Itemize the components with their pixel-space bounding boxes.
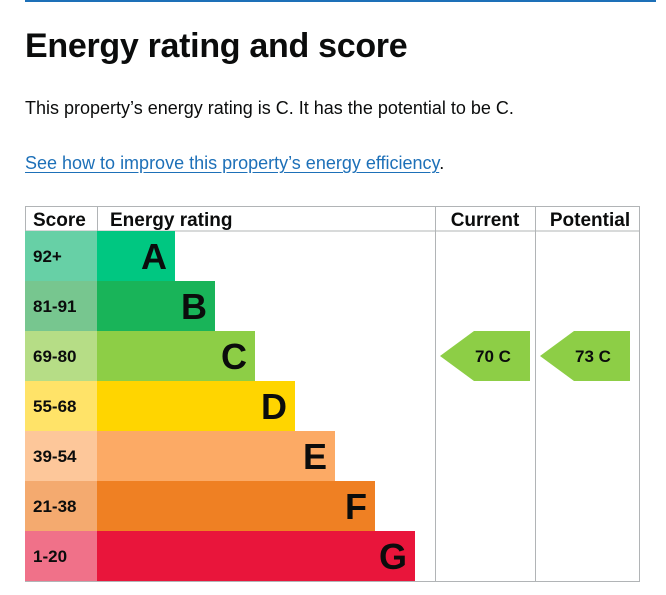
rating-bar-a	[97, 231, 175, 281]
rating-letter-a: A	[141, 236, 167, 277]
rating-bar-b	[97, 281, 215, 331]
page-title: Energy rating and score	[25, 27, 408, 65]
score-cell-a	[25, 231, 97, 281]
rating-letter-d: D	[261, 386, 287, 427]
rating-letter-b: B	[181, 286, 207, 327]
score-label-e: 39-54	[33, 447, 77, 466]
rating-bar-f	[97, 481, 375, 531]
rating-letter-e: E	[303, 436, 327, 477]
score-cell-d	[25, 381, 97, 431]
potential-rating-label: 73 C	[575, 347, 611, 366]
rating-summary: This property’s energy rating is C. It h…	[25, 98, 514, 118]
score-cell-g	[25, 531, 97, 581]
top-rule	[25, 0, 656, 2]
header-potential: Potential	[550, 210, 630, 231]
rating-bands: 92+ A 81-91 B 69-80 C 55-68 D 39-54 E 21-38 F 1-20 G	[25, 231, 415, 581]
rating-bar-e	[97, 431, 335, 481]
header-score: Score	[33, 210, 86, 231]
score-label-g: 1-20	[33, 547, 67, 566]
score-cell-b	[25, 281, 97, 331]
score-cell-e	[25, 431, 97, 481]
score-label-b: 81-91	[33, 297, 76, 316]
rating-letter-g: G	[379, 536, 407, 577]
rating-markers: 70 C 73 C	[440, 331, 630, 381]
score-label-c: 69-80	[33, 347, 76, 366]
energy-rating-chart: Score Energy rating Current Potential 92…	[25, 206, 640, 582]
score-label-d: 55-68	[33, 397, 76, 416]
score-cell-c	[25, 331, 97, 381]
score-label-f: 21-38	[33, 497, 76, 516]
current-rating-arrow	[440, 331, 530, 381]
score-cell-f	[25, 481, 97, 531]
current-rating-label: 70 C	[475, 347, 511, 366]
potential-rating-arrow	[540, 331, 630, 381]
improve-paragraph: See how to improve this property’s energ…	[25, 151, 444, 175]
improve-efficiency-link[interactable]: See how to improve this property’s energ…	[25, 153, 440, 173]
header-energy-rating: Energy rating	[110, 210, 232, 231]
score-label-a: 92+	[33, 247, 62, 266]
improve-suffix: .	[439, 153, 445, 173]
header-current: Current	[451, 210, 520, 231]
rating-bar-c	[97, 331, 255, 381]
rating-letter-f: F	[345, 486, 367, 527]
rating-bar-g	[97, 531, 415, 581]
rating-letter-c: C	[221, 336, 247, 377]
rating-bar-d	[97, 381, 295, 431]
